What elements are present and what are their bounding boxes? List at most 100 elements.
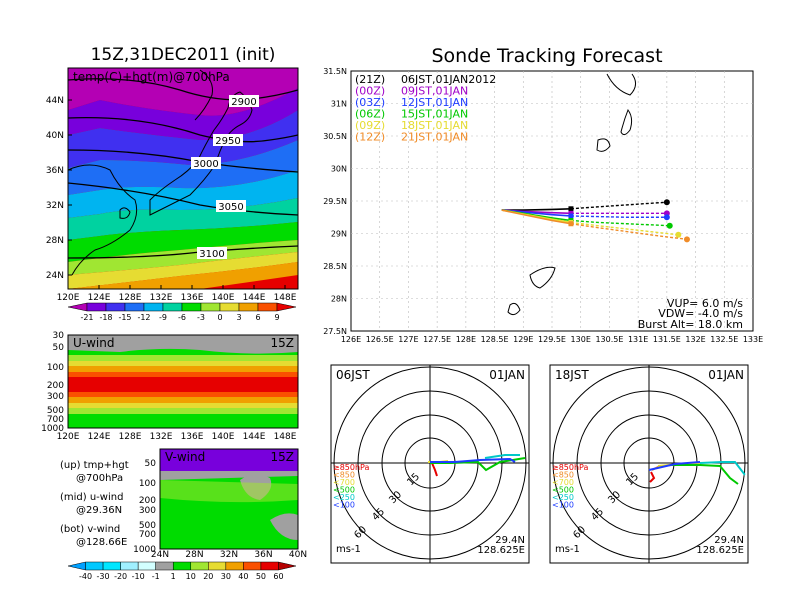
- uwind-band-7: [68, 397, 298, 403]
- hodo-legend-item: <100: [552, 501, 574, 510]
- track-line-descent: [570, 215, 667, 218]
- track-lon-tick: 126.5E: [366, 335, 394, 344]
- track-legend-code: (12Z): [355, 131, 385, 144]
- wind-cbar-swatch: [243, 561, 262, 571]
- vwind-band-top: [160, 449, 298, 471]
- map-lon-tick: 124E: [88, 293, 111, 303]
- vwind-p-tick: 50: [145, 459, 157, 469]
- vwind-lat-tick: 28N: [185, 550, 203, 560]
- track-legend-code: (09Z): [355, 119, 385, 132]
- map-contour-labels: 2900 2950 3000 3050 3100: [191, 95, 259, 260]
- temp-cbar-swatch: [162, 302, 183, 312]
- wind-cbar-label: -30: [97, 572, 110, 581]
- track-legend-code: (21Z): [355, 73, 385, 86]
- map-lon-ticks: 120E 124E 128E 132E 136E 140E 144E 148E: [57, 285, 297, 303]
- temp-cbar-label: 3: [236, 313, 241, 322]
- map-band-4: [68, 140, 298, 195]
- wind-cbar-swatch: [120, 561, 139, 571]
- wind-cbar-label: 10: [186, 572, 196, 581]
- hodo1-trace-red: [431, 462, 438, 477]
- vup-text: VUP= 6.0 m/s: [667, 297, 743, 310]
- map-lat-tick: 44N: [46, 96, 64, 106]
- vwind-lat-tick: 40N: [289, 550, 307, 560]
- track-lon-tick: 129.5E: [538, 335, 566, 344]
- contour-label: 3100: [199, 249, 224, 260]
- vwind-frame: [159, 448, 299, 550]
- uwind-band-4: [68, 372, 298, 377]
- wind-cbar-swatch: [278, 561, 297, 571]
- temp-cbar-swatch: [219, 302, 240, 312]
- temp-cbar-label: -9: [159, 313, 167, 322]
- track-lat-tick: 31N: [331, 100, 347, 109]
- map-band-10: [68, 262, 298, 289]
- map-lat-tick: 36N: [46, 166, 64, 176]
- island-coast: [529, 266, 556, 289]
- temp-cbar-label: -3: [197, 313, 205, 322]
- uwind-band-3: [68, 366, 298, 372]
- uwind-p-tick: 300: [47, 392, 64, 402]
- track-lon-tick: 130E: [571, 335, 591, 344]
- track-legend-text: 18JST,01JAN: [401, 119, 468, 132]
- track-series: [501, 199, 690, 243]
- uwind-p-tick: 700: [47, 415, 64, 425]
- vwind-blob-2: [270, 513, 298, 540]
- hodo2-date: 01JAN: [708, 368, 744, 382]
- wind-cbar-swatch: [208, 561, 227, 571]
- wind-cbar-label: 50: [256, 572, 266, 581]
- wind-colorbar: -40 -30 -20 -10 -1 1 10 20 30 40 50 60: [67, 561, 297, 581]
- vwind-p-tick: 300: [139, 506, 156, 516]
- track-burst-marker: [568, 213, 574, 219]
- wind-cbar-swatch: [190, 561, 209, 571]
- hodo2-trace-red: [649, 471, 656, 483]
- island-coast: [606, 73, 636, 96]
- uwind-p-tick: 500: [47, 406, 64, 416]
- uwind-lon-tick: 144E: [243, 432, 266, 442]
- uwind-band-9: [68, 408, 298, 414]
- vdw-text: VDW= -4.0 m/s: [658, 307, 743, 320]
- vwind-lat-tick: 32N: [220, 550, 238, 560]
- hodo-legend-item: <250: [333, 493, 355, 502]
- track-lat-tick: 30.5N: [323, 132, 347, 141]
- track-ticks: 126E 126.5E 127E 127.5E 128E 128.5E 129E 129.5E…: [323, 67, 763, 344]
- track-lat-tick: 30N: [331, 165, 347, 174]
- uwind-lon-tick: 140E: [212, 432, 235, 442]
- vwind-lat-tick: 36N: [254, 550, 272, 560]
- island-coast: [620, 108, 633, 136]
- temperature-map: [68, 68, 298, 289]
- uwind-title: U-wind: [73, 336, 114, 350]
- hodo-legend-item: <850: [552, 471, 574, 480]
- vwind-p-tick: 500: [139, 521, 156, 531]
- hodo-legend-item: <250: [552, 493, 574, 502]
- vwind-lat-tick: 24N: [151, 550, 169, 560]
- map-lon-tick: 128E: [119, 293, 142, 303]
- note-mid: (mid) u-wind: [60, 492, 123, 503]
- map-band-9: [68, 252, 298, 289]
- hodo2-trace-green: [670, 464, 739, 485]
- wind-cbar-swatch: [137, 561, 156, 571]
- track-legend-text: 12JST,01JAN: [401, 96, 468, 109]
- vwind-panel: [160, 449, 298, 549]
- temp-cbar-label: -21: [80, 313, 93, 322]
- map-band-3: [68, 110, 298, 168]
- contour-label: 2950: [215, 136, 240, 147]
- uwind-time: 15Z: [271, 336, 295, 350]
- note-up: (up) tmp+hgt: [60, 460, 129, 471]
- vwind-p-tick: 1000: [133, 545, 156, 555]
- hodo2-lon: 128.625E: [696, 545, 744, 556]
- wind-cbar-label: 1: [171, 572, 176, 581]
- track-lat-tick: 29.5N: [323, 197, 347, 206]
- track-legend-text: 09JST,01JAN: [401, 85, 468, 98]
- uwind-band-8: [68, 403, 298, 408]
- uwind-band-1: [68, 355, 298, 361]
- temp-cbar-swatch: [200, 302, 221, 312]
- map-contour-3050: [68, 182, 298, 216]
- track-lat-tick: 31.5N: [323, 67, 347, 76]
- track-plot: [350, 70, 754, 332]
- uwind-lon-tick: 148E: [274, 432, 297, 442]
- map-lon-tick: 148E: [274, 293, 297, 303]
- vwind-time: 15Z: [271, 450, 295, 464]
- map-lat-tick: 40N: [46, 131, 64, 141]
- uwind-band-6: [68, 392, 298, 397]
- track-lon-tick: 128.5E: [481, 335, 509, 344]
- hodo-legend-item: <500: [333, 486, 355, 495]
